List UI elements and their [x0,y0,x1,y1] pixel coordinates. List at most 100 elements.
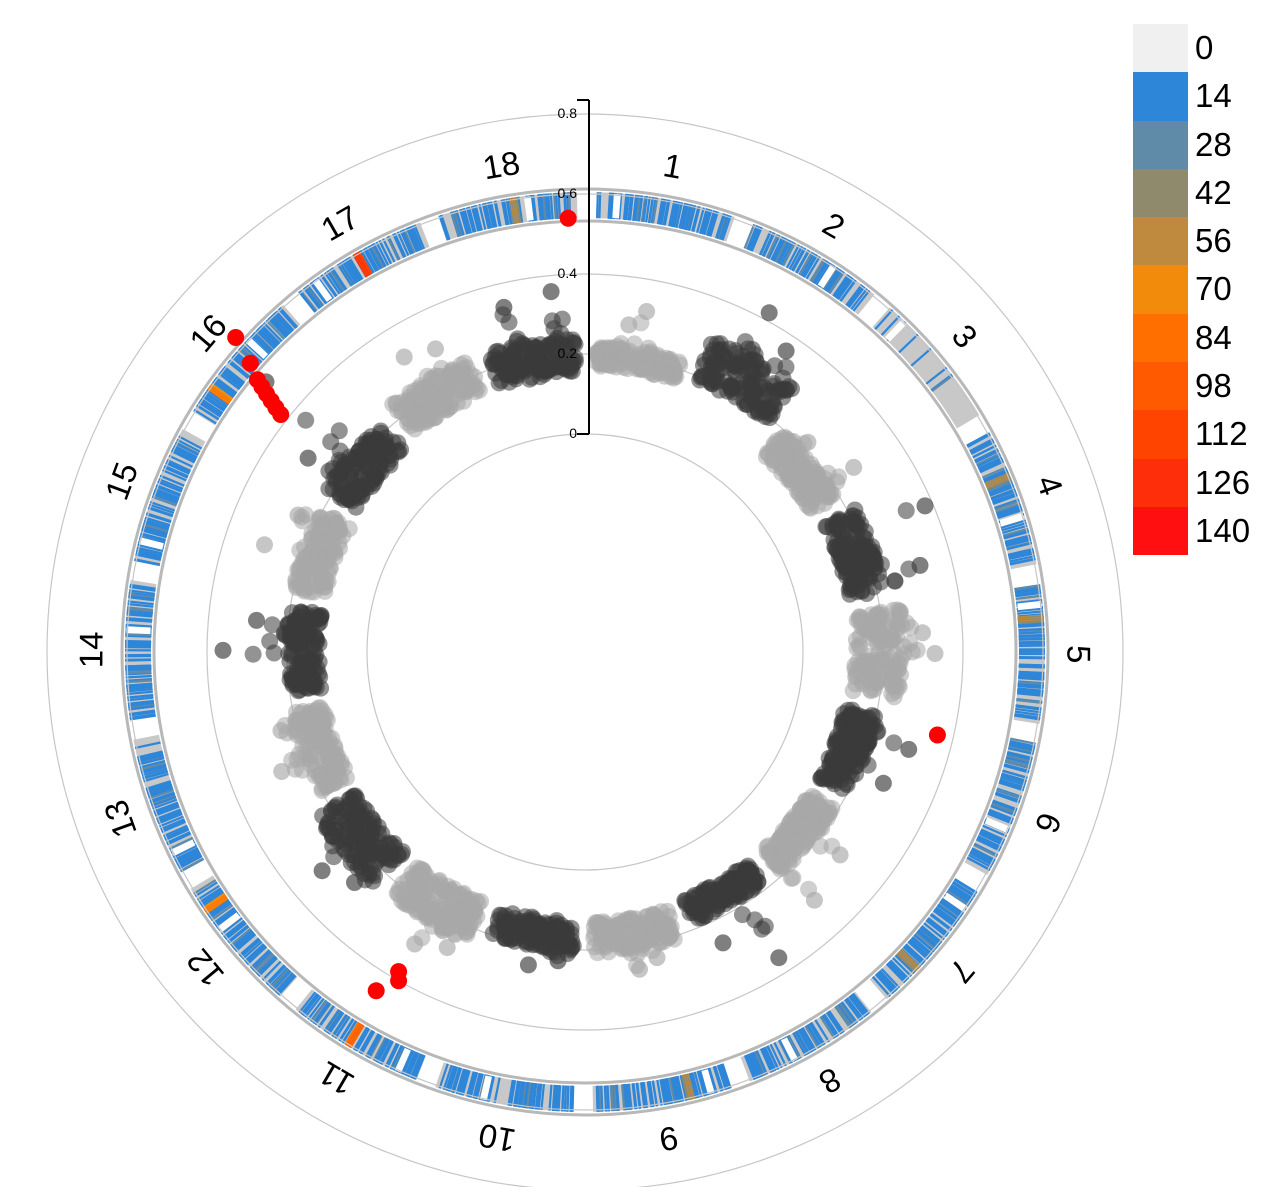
density-stripe [194,881,218,898]
density-stripe [530,1082,537,1110]
density-stripe [1018,621,1045,626]
density-stripe [877,971,897,992]
chromosome-label-18: 18 [480,144,522,187]
point-chr7 [813,819,831,837]
density-stripe [1015,591,1042,598]
density-stripe [455,1068,466,1095]
peak-point-chr12 [313,862,331,880]
density-stripe [1005,538,1032,548]
density-stripe [810,1021,826,1046]
density-stripe [1007,549,1034,558]
density-stripe [359,1030,374,1054]
density-stripe [750,1052,763,1078]
density-stripe [401,1049,414,1075]
density-stripe [1015,594,1042,601]
density-stripe [141,765,167,775]
density-stripe [837,1003,855,1026]
density-stripe [438,1063,449,1089]
density-stripe [929,913,952,932]
density-stripe [368,1034,383,1059]
density-stripe [302,994,320,1017]
density-stripe [148,787,174,799]
density-stripe [549,193,554,220]
density-stripe [746,1054,759,1080]
density-stripe [785,244,800,269]
significant-point-chr6 [928,726,946,744]
density-stripe [378,1039,393,1065]
density-stripe [146,784,173,795]
density-stripe [975,838,1001,852]
density-stripe [696,1070,706,1097]
density-stripe [1018,627,1045,632]
density-stripe [172,844,198,859]
density-stripe [652,197,659,224]
point-chr9 [619,937,637,955]
density-stripe [716,213,728,240]
density-stripe [154,805,180,817]
point-chr17 [402,417,420,435]
point-chr12 [354,828,372,846]
density-stripe [149,501,176,512]
density-stripe [684,204,693,230]
density-stripe [323,1008,340,1032]
density-stripe [990,804,1016,817]
density-stripe [828,1010,845,1033]
point-chr2 [696,352,714,370]
density-stripe [809,258,825,282]
density-stripe [1018,634,1045,638]
density-stripe [622,1084,628,1111]
density-stripe [931,374,954,393]
density-stripe [128,704,155,711]
density-stripe [976,452,1001,466]
density-stripe [827,1010,844,1034]
density-stripe [200,890,224,907]
density-stripe [338,1018,355,1042]
density-stripe [987,480,1013,493]
density-stripe [676,1075,685,1102]
density-segment-chr9 [592,1063,731,1112]
density-stripe [834,1005,852,1029]
density-stripe [1014,584,1041,591]
density-stripe [635,195,642,222]
density-stripe [507,1079,514,1106]
density-stripe [500,199,508,226]
density-stripe [979,831,1004,845]
density-stripe [1008,745,1035,754]
density-stripe [212,907,236,925]
density-stripe [988,808,1014,821]
legend-swatch [1133,24,1188,73]
density-stripe [997,508,1023,520]
density-stripe [276,973,296,995]
density-stripe [218,372,241,391]
density-stripe [137,543,164,552]
density-stripe [393,1046,406,1071]
density-stripe [847,286,866,309]
point-chr9 [642,931,660,949]
peak-point-chr5 [926,645,944,662]
density-stripe [324,1009,342,1033]
density-empty-block [999,512,1025,527]
point-chr16 [338,456,356,474]
density-stripe [544,193,550,220]
chromosome-label-4: 4 [1029,470,1070,500]
point-chr6 [843,706,861,723]
density-stripe [231,929,254,949]
density-stripe [1005,536,1031,545]
density-stripe [954,878,978,894]
density-stripe [442,1064,453,1091]
peak-point-chr1 [638,303,656,320]
density-stripe [846,285,865,308]
density-stripe [208,901,232,919]
point-chr7 [795,800,813,818]
density-stripe [223,365,246,384]
density-stripe [148,506,174,517]
density-stripe [160,818,185,831]
density-stripe [927,917,950,935]
point-chr5 [893,616,911,634]
density-stripe [140,533,166,542]
point-chr8 [685,887,703,904]
legend-entry: 28 [1133,120,1273,169]
density-stripe [487,201,496,228]
legend-entry: 70 [1133,265,1273,314]
density-stripe [1006,754,1032,764]
